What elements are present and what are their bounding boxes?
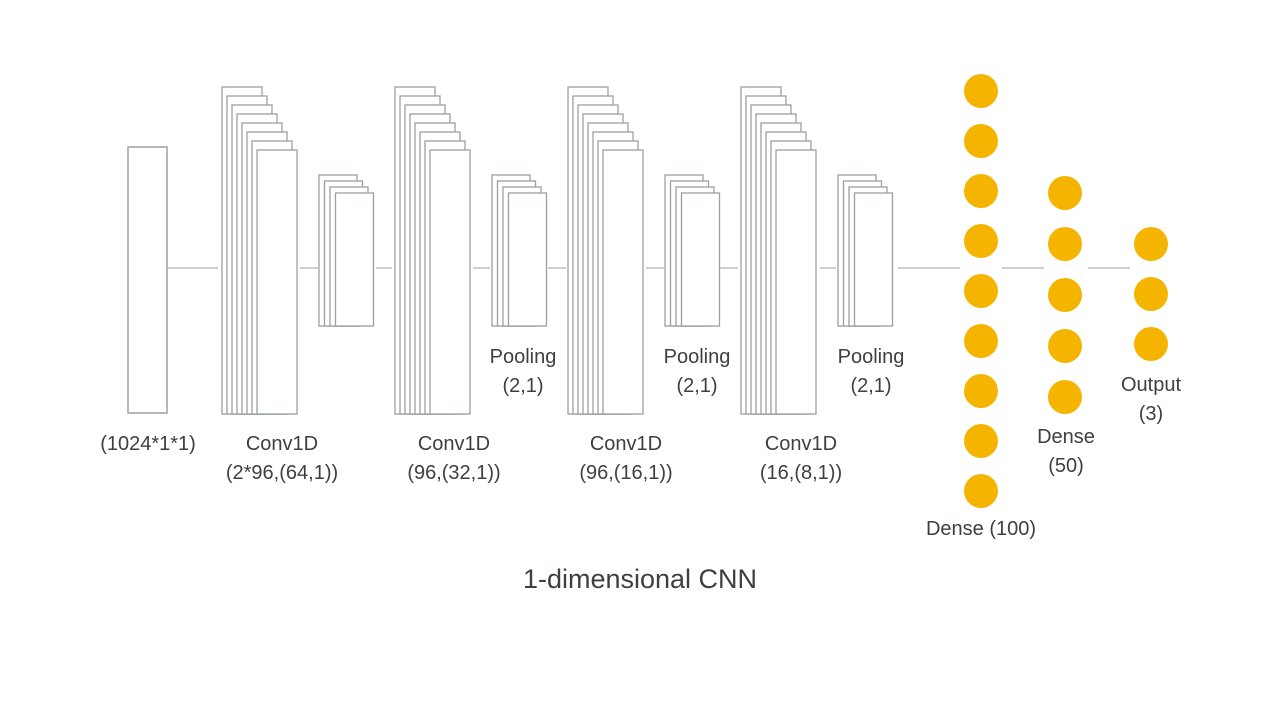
output-layer-units: (3)	[1138, 403, 1164, 425]
dense-100-node-2	[964, 124, 998, 158]
conv-layer-1-sheet-8	[256, 149, 298, 415]
pooling-layer-1-params: (2,1)	[502, 375, 544, 397]
dense-nodes	[964, 74, 1168, 508]
pooling-layer-3-params: (2,1)	[850, 375, 892, 397]
conv-layer-2-params: (96,(32,1))	[407, 462, 501, 484]
conv-layer-4-sheet-8	[775, 149, 817, 415]
pool-stack-3-sheet-4	[680, 192, 721, 327]
dense-100-node-9	[964, 474, 998, 508]
dense-layer-2-units: (50)	[1048, 455, 1084, 477]
conv-layer-3-sheet-8	[602, 149, 644, 415]
input-layer-block	[127, 146, 168, 414]
input-layer-rect	[127, 146, 168, 414]
pooling-layer-3-label: Pooling (2,1)	[838, 343, 905, 401]
dense-layer-2-type: Dense	[1037, 426, 1095, 448]
dense-50-node-2	[1048, 227, 1082, 261]
dense-50-node-5	[1048, 380, 1082, 414]
dense-50-node-4	[1048, 329, 1082, 363]
conv-layer-3-params: (96,(16,1))	[579, 462, 673, 484]
dense-100-node-1	[964, 74, 998, 108]
conv-layer-3-label: Conv1D (96,(16,1))	[579, 430, 672, 488]
pooling-layer-1-type: Pooling	[489, 346, 557, 368]
dense-100-node-8	[964, 424, 998, 458]
conv-layer-stacks	[221, 86, 817, 415]
pooling-layer-1-label: Pooling (2,1)	[490, 343, 557, 401]
conv-layer-2-label: Conv1D (96,(32,1))	[407, 430, 500, 488]
pool-stack-1-sheet-4	[334, 192, 375, 327]
dense-100-node-5	[964, 274, 998, 308]
pooling-layer-stacks	[318, 174, 894, 327]
dense-layer-1-text: Dense (100)	[925, 518, 1037, 540]
conv-layer-1-params: (2*96,(64,1))	[225, 462, 339, 484]
output-layer-label: Output (3)	[1121, 371, 1181, 429]
conv-layer-1-label: Conv1D (2*96,(64,1))	[226, 430, 338, 488]
dense-100-node-6	[964, 324, 998, 358]
pooling-layer-2-params: (2,1)	[676, 375, 718, 397]
dense-50-node-3	[1048, 278, 1082, 312]
conv-layer-4-type: Conv1D	[764, 433, 838, 455]
pooling-layer-2-type: Pooling	[663, 346, 731, 368]
pool-stack-4-sheet-4	[853, 192, 894, 327]
dense-100-node-7	[964, 374, 998, 408]
pool-stack-2-sheet-4	[507, 192, 548, 327]
output-node-1	[1134, 227, 1168, 261]
output-layer-type: Output	[1120, 374, 1182, 396]
output-node-2	[1134, 277, 1168, 311]
conv-layer-4-params: (16,(8,1))	[759, 462, 843, 484]
dense-layer-1-label: Dense (100)	[926, 515, 1036, 544]
conv-layer-1-type: Conv1D	[245, 433, 319, 455]
input-layer-dimensions: (1024*1*1)	[100, 433, 196, 455]
pooling-layer-3-type: Pooling	[837, 346, 905, 368]
dense-50-node-1	[1048, 176, 1082, 210]
diagram-caption: 1-dimensional CNN	[522, 564, 758, 594]
dense-100-node-4	[964, 224, 998, 258]
input-layer-label: (1024*1*1)	[100, 430, 196, 459]
dense-100-node-3	[964, 174, 998, 208]
output-node-3	[1134, 327, 1168, 361]
conv-layer-3-type: Conv1D	[589, 433, 663, 455]
dense-layer-2-label: Dense (50)	[1037, 423, 1095, 481]
conv-layer-2-sheet-8	[429, 149, 471, 415]
conv-layer-2-type: Conv1D	[417, 433, 491, 455]
conv-layer-4-label: Conv1D (16,(8,1))	[760, 430, 842, 488]
pooling-layer-2-label: Pooling (2,1)	[664, 343, 731, 401]
